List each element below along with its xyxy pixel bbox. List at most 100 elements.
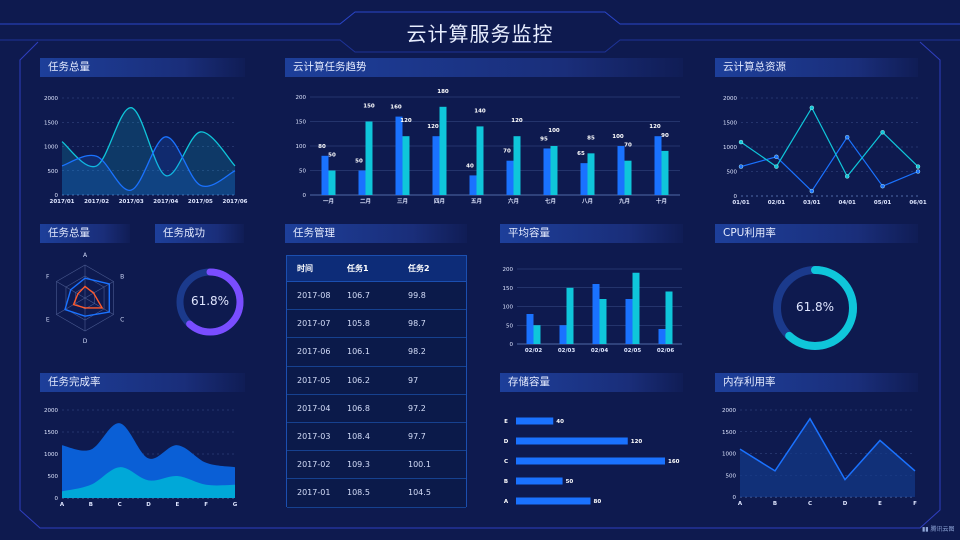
table-cell: 97.2 [408,403,426,413]
y-tick-label: 1500 [44,120,58,126]
panel-header-success: 任务成功 [155,224,244,243]
radar-indicator-label: E [46,317,50,324]
data-point [774,164,779,169]
series-line [740,136,919,193]
series-line [740,106,919,178]
data-point [774,154,779,160]
bar [516,437,628,445]
category-label: D [504,439,509,445]
bar [469,175,477,195]
radar-axis [56,297,86,315]
table-cell: 109.3 [347,460,370,470]
table-cell: 100.1 [408,460,431,470]
x-tick-label: 2017/04 [153,199,178,205]
table-cell: 2017-03 [297,432,331,442]
bar-value-label: 50 [355,159,363,165]
series-area [740,418,915,497]
table-row: 2017-08 106.7 99.8 [287,282,466,311]
bar-value-label: 100 [612,134,624,140]
bar [566,287,574,344]
y-tick-label: 150 [503,286,514,292]
y-tick-label: 100 [296,144,307,150]
x-tick-label: 2017/02 [84,199,109,205]
table-cell: 106.8 [347,403,370,413]
radar-indicator-label: B [120,274,124,281]
panel-header-storage: 存储容量 [500,373,683,392]
table-header: 时间 任务1 任务2 [287,256,466,282]
x-tick-label: 02/05 [624,348,641,354]
bar-value-label: 120 [427,124,439,130]
col-header-time: 时间 [297,264,313,273]
x-tick-label: 八月 [581,197,593,205]
radar-series [64,277,110,317]
bar-value-label: 120 [511,118,523,124]
bar-value-label: 80 [594,499,602,505]
x-tick-label: 三月 [397,197,408,205]
bar-value-label: 150 [363,104,375,110]
data-point [880,130,885,135]
stacked-area-bottom [62,467,235,498]
col-header-task1: 任务1 [347,264,369,273]
bar [632,272,640,344]
x-tick-label: B [773,501,777,507]
table-cell: 106.2 [347,375,370,385]
bar-value-label: 120 [649,124,661,130]
table-cell: 97.7 [408,432,426,442]
bar [559,325,567,344]
panel-header-memory: 内存利用率 [715,373,918,392]
bar-value-label: 160 [390,105,402,111]
x-tick-label: 02/01 [768,200,785,206]
x-tick-label: 06/01 [909,200,926,206]
bar [580,163,588,195]
x-tick-label: 二月 [360,197,371,205]
category-label: E [504,419,508,425]
table-cell: 108.4 [347,432,370,442]
bar [516,497,591,505]
bar [599,299,607,344]
y-tick-label: 1500 [44,430,58,436]
y-tick-label: 500 [727,170,738,176]
table-cell: 2017-02 [297,460,331,470]
y-tick-label: 500 [726,473,737,479]
y-tick-label: 500 [48,169,59,175]
data-point [880,183,885,189]
bar [516,477,563,485]
data-point [809,188,814,194]
table-cell: 2017-05 [297,375,331,385]
y-tick-label: 0 [55,496,59,502]
y-tick-label: 1000 [44,145,58,151]
x-tick-label: C [118,502,122,508]
x-tick-label: 九月 [618,197,630,205]
radar-indicator-label: D [83,338,88,345]
y-tick-label: 0 [55,193,59,199]
panel-header-trend: 云计算任务趋势 [285,58,683,77]
table-cell: 99.8 [408,291,426,301]
task-table: 时间 任务1 任务2 2017-08 106.7 99.8 2017-07 105.8 9… [286,255,467,508]
y-tick-label: 50 [506,323,513,329]
bar [365,121,373,195]
x-tick-label: D [146,502,151,508]
bar [358,170,366,195]
bar-value-label: 140 [474,108,486,114]
y-tick-label: 0 [510,342,514,348]
y-tick-label: 1000 [723,145,737,151]
bar [476,126,484,195]
bar-value-label: 180 [437,89,449,95]
x-tick-label: 一月 [323,197,334,205]
x-tick-label: F [204,502,208,508]
x-tick-label: F [913,501,917,507]
x-tick-label: 2017/05 [188,199,213,205]
y-tick-label: 2000 [722,408,736,414]
y-tick-label: 500 [48,474,59,480]
x-tick-label: 十月 [656,197,667,205]
x-tick-label: 02/03 [558,348,575,354]
bar-value-label: 70 [503,149,511,155]
radar-indicator-label: C [120,317,124,324]
bar [526,314,534,344]
y-tick-label: 0 [303,193,307,199]
series-line [61,136,236,191]
table-cell: 97 [408,375,419,385]
table-cell: 2017-08 [297,291,331,301]
x-tick-label: G [233,502,238,508]
